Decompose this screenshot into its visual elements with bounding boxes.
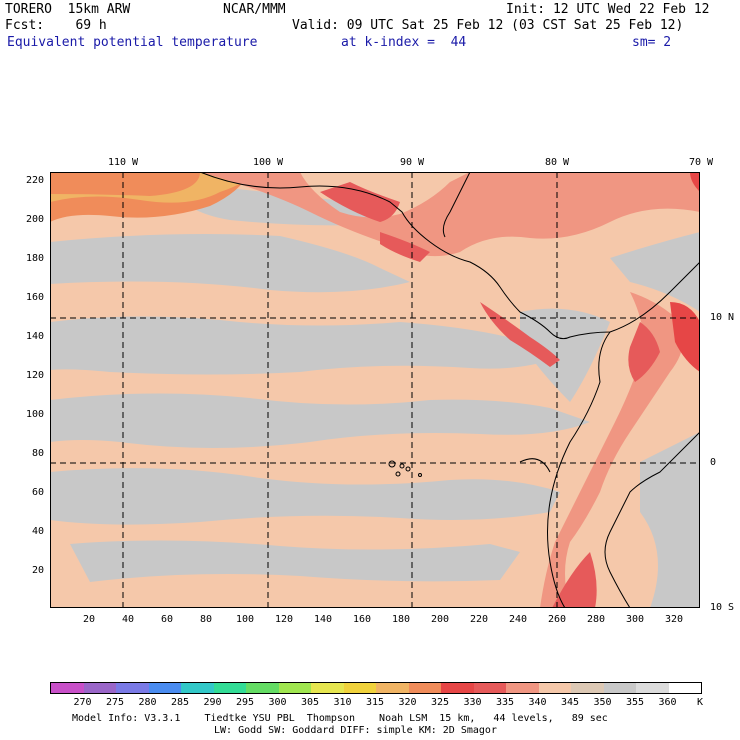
- colorbar-label: 275: [105, 697, 125, 708]
- y-tick: 140: [25, 331, 44, 342]
- colorbar-label: 300: [268, 697, 287, 708]
- colorbar-swatch: [181, 683, 214, 693]
- theta-e-map: [50, 172, 700, 608]
- colorbar-label: 335: [495, 697, 515, 708]
- colorbar-swatch: [51, 683, 84, 693]
- x-tick: 100: [235, 614, 255, 625]
- model-info-line2: LW: Godd SW: Goddard DIFF: simple KM: 2D…: [214, 725, 497, 736]
- x-tick: 200: [430, 614, 450, 625]
- colorbar-label: 305: [300, 697, 320, 708]
- colorbar-label: 295: [235, 697, 255, 708]
- colorbar-swatch: [538, 683, 571, 693]
- level-label: at k-index = 44: [341, 35, 467, 50]
- x-tick: 80: [199, 614, 213, 625]
- lon-label-70w: 70 W: [688, 157, 714, 168]
- colorbar-swatch: [473, 683, 506, 693]
- model-info-line1: Model Info: V3.3.1 Tiedtke YSU PBL Thomp…: [72, 713, 608, 724]
- colorbar-label: 315: [365, 697, 385, 708]
- x-tick: 300: [625, 614, 645, 625]
- colorbar: [50, 682, 702, 694]
- colorbar-label: 280: [138, 697, 157, 708]
- x-tick: 320: [664, 614, 684, 625]
- y-tick: 220: [25, 175, 44, 186]
- x-tick: 160: [352, 614, 372, 625]
- colorbar-swatch: [278, 683, 311, 693]
- colorbar-swatch: [571, 683, 604, 693]
- y-tick: 60: [31, 487, 44, 498]
- colorbar-label: 330: [463, 697, 482, 708]
- colorbar-swatch: [506, 683, 539, 693]
- colorbar-swatch: [148, 683, 181, 693]
- colorbar-label: 355: [625, 697, 645, 708]
- colorbar-swatch: [83, 683, 116, 693]
- colorbar-swatch: [116, 683, 149, 693]
- y-tick: 160: [25, 292, 44, 303]
- coastlines: [199, 172, 700, 608]
- x-tick: 220: [469, 614, 489, 625]
- lon-label-100w: 100 W: [252, 157, 284, 168]
- x-tick: 280: [586, 614, 606, 625]
- colorbar-label: 325: [430, 697, 450, 708]
- lat-label-0: 0: [710, 457, 717, 468]
- field-name: Equivalent potential temperature: [7, 35, 258, 50]
- lat-label-10s: 10 S: [710, 602, 735, 613]
- lat-label-10n: 10 N: [710, 312, 735, 323]
- y-tick: 120: [25, 370, 44, 381]
- colorbar-label: 350: [593, 697, 612, 708]
- map-frame: [50, 172, 700, 608]
- y-tick: 100: [25, 409, 44, 420]
- lon-label-110w: 110 W: [107, 157, 139, 168]
- init-time: Init: 12 UTC Wed 22 Feb 12: [506, 2, 710, 17]
- x-tick: 180: [391, 614, 411, 625]
- colorbar-swatch: [408, 683, 441, 693]
- x-tick: 260: [547, 614, 567, 625]
- grey-field-regions: [50, 182, 700, 608]
- colorbar-swatch: [441, 683, 474, 693]
- colorbar-label: 270: [73, 697, 92, 708]
- colorbar-swatch: [213, 683, 246, 693]
- colorbar-label: 285: [170, 697, 190, 708]
- forecast-hour: Fcst: 69 h: [5, 18, 107, 33]
- colorbar-swatch: [311, 683, 344, 693]
- y-tick: 80: [31, 448, 44, 459]
- x-tick: 120: [274, 614, 294, 625]
- smoothing-label: sm= 2: [632, 35, 672, 50]
- x-tick: 20: [82, 614, 96, 625]
- model-name: TORERO 15km ARW: [5, 2, 131, 17]
- center-name: NCAR/MMM: [223, 2, 286, 17]
- y-tick: 200: [25, 214, 44, 225]
- colorbar-swatch: [376, 683, 409, 693]
- x-tick: 140: [313, 614, 333, 625]
- colorbar-swatch: [246, 683, 279, 693]
- y-tick: 20: [31, 565, 44, 576]
- x-tick: 40: [121, 614, 135, 625]
- colorbar-label: 340: [528, 697, 547, 708]
- colorbar-swatch: [603, 683, 636, 693]
- colorbar-swatch: [668, 683, 701, 693]
- lon-label-90w: 90 W: [399, 157, 425, 168]
- x-tick: 60: [160, 614, 174, 625]
- lat-lon-grid: [50, 172, 700, 608]
- colorbar-label: 320: [398, 697, 417, 708]
- y-tick: 40: [31, 526, 44, 537]
- colorbar-swatch: [343, 683, 376, 693]
- colorbar-label: 310: [333, 697, 352, 708]
- colorbar-label: 345: [560, 697, 580, 708]
- colorbar-label: 360: [658, 697, 677, 708]
- x-tick: 240: [508, 614, 528, 625]
- y-tick: 180: [25, 253, 44, 264]
- colorbar-swatch: [636, 683, 669, 693]
- colorbar-label: 290: [203, 697, 222, 708]
- valid-time: Valid: 09 UTC Sat 25 Feb 12 (03 CST Sat …: [292, 18, 684, 33]
- lon-label-80w: 80 W: [544, 157, 570, 168]
- colorbar-label: K: [696, 697, 704, 708]
